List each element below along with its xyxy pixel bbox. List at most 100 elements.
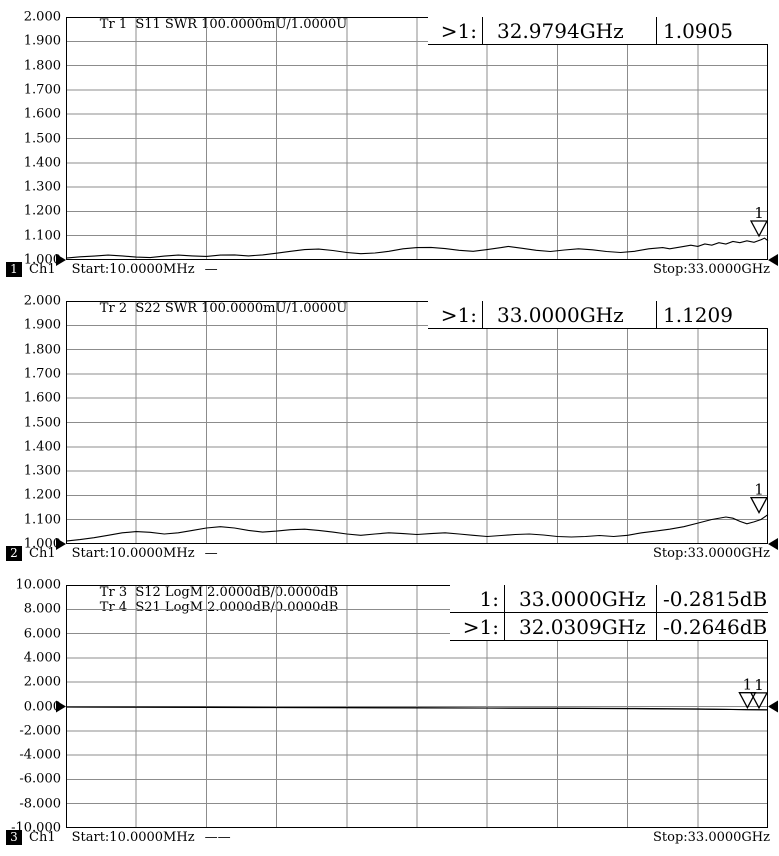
y-axis-label: 1.400 [23, 439, 61, 455]
trace-dash-indicator: — [204, 545, 218, 561]
y-axis-label: -10.000 [11, 820, 61, 836]
marker-readout-value: 1.1209 [656, 301, 768, 328]
marker-readout: 1: 33.0000GHz -0.2815dB >1: 32.0309GHz -… [450, 585, 768, 641]
trace-dash-indicator: —— [204, 829, 231, 845]
channel-number-badge[interactable]: 1 [6, 261, 22, 277]
y-axis-label: 1.300 [23, 463, 61, 479]
marker-readout-row: >1: 32.0309GHz -0.2646dB [450, 613, 768, 641]
plot-area: 1 >1: 32.9794GHz 1.0905 [56, 17, 778, 266]
trace-S21-LogM [65, 706, 769, 711]
y-axis-label: 6.000 [23, 626, 61, 642]
y-axis-label: -4.000 [19, 747, 61, 763]
y-axis-label: 2.000 [23, 293, 61, 309]
marker-number-label: 1 [743, 676, 753, 694]
marker-number-label: 1 [754, 204, 764, 222]
marker-readout-frequency: 33.0000GHz [482, 301, 656, 328]
y-axis-label: 1.100 [23, 228, 61, 244]
trace-S11-SWR [65, 237, 769, 259]
marker-symbol[interactable] [749, 692, 769, 710]
channel-number-badge[interactable]: 3 [6, 829, 22, 845]
marker-readout-row: 1: 33.0000GHz -0.2815dB [450, 585, 768, 613]
trace-title-tr3: Tr 3 S12 LogM 2.0000dB/0.0000dB [99, 585, 339, 600]
marker-readout-prefix: 1: [479, 586, 499, 611]
plot-row: 10.000 8.000 6.000 4.000 2.000 0.000 -2.000 -4.… [0, 578, 779, 836]
marker-readout-row: >1: 32.9794GHz 1.0905 [428, 17, 768, 45]
y-axis-label: -2.000 [19, 723, 61, 739]
y-axis: 2.000 1.900 1.800 1.700 1.600 1.500 1.400 1.300… [0, 10, 66, 268]
channel-number-badge[interactable]: 2 [6, 545, 22, 561]
reference-level-arrow-right [768, 538, 778, 550]
trace-header-row: Tr 1 S11 SWR 100.0000mU/1.0000U [0, 2, 779, 32]
panel-1: Tr 1 S11 SWR 100.0000mU/1.0000U 2.000 1.9… [0, 2, 779, 278]
plot-border [66, 301, 768, 544]
sweep-start-label: Start:10.0000MHz [71, 829, 195, 845]
marker-readout: >1: 32.9794GHz 1.0905 [428, 17, 768, 45]
plot-border [66, 17, 768, 260]
plot-area: 1 >1: 33.0000GHz 1.1209 [56, 301, 778, 550]
sweep-stop-label: Stop:33.0000GHz [653, 829, 770, 845]
y-axis-label: 1.500 [23, 131, 61, 146]
trace-S22-SWR [65, 514, 769, 542]
panel-2: Tr 2 S22 SWR 100.0000mU/1.0000U 2.000 1.9… [0, 286, 779, 562]
marker-readout: >1: 33.0000GHz 1.1209 [428, 301, 768, 329]
y-axis-label: 1.300 [23, 179, 61, 195]
y-axis-label: 1.000 [23, 536, 61, 552]
marker-readout-value: -0.2646dB [656, 613, 768, 640]
y-axis-label: 4.000 [23, 650, 61, 666]
y-axis-label: 1.800 [23, 342, 61, 358]
reference-level-arrow-left [56, 700, 66, 713]
y-axis-label: 1.200 [23, 487, 61, 503]
y-axis-label: 8.000 [23, 601, 61, 617]
trace-title-tr4: Tr 4 S21 LogM 2.0000dB/0.0000dB [99, 600, 339, 615]
y-axis-label: -6.000 [19, 771, 61, 787]
reference-level-arrow-left [56, 254, 66, 266]
marker-number-label: 1 [754, 676, 764, 694]
reference-level-arrow-left [56, 538, 66, 550]
y-axis-label: -8.000 [19, 796, 61, 812]
plot-row: 2.000 1.900 1.800 1.700 1.600 1.500 1.400 1.300… [0, 10, 779, 268]
trace-header-row: Tr 2 S22 SWR 100.0000mU/1.0000U [0, 286, 779, 316]
y-axis-label: 1.800 [23, 58, 61, 74]
marker-symbol[interactable] [749, 496, 769, 514]
y-axis-label: 1.600 [23, 106, 61, 122]
reference-level-arrow-right [768, 254, 778, 266]
marker-number-label: 1 [754, 481, 764, 499]
marker-readout-row: >1: 33.0000GHz 1.1209 [428, 301, 768, 329]
marker-readout-frequency: 33.0000GHz [504, 585, 656, 612]
y-axis-label: 2.000 [23, 674, 61, 690]
trace-title-tr1: Tr 1 S11 SWR 100.0000mU/1.0000U [99, 17, 348, 32]
sweep-start-label: Start:10.0000MHz [71, 261, 195, 277]
y-axis: 2.000 1.900 1.800 1.700 1.600 1.500 1.400 1.300… [0, 294, 66, 552]
channel-label: Ch1 [29, 261, 56, 277]
panel-3: Tr 3 S12 LogM 2.0000dB/0.0000dB Tr 4 S21… [0, 570, 779, 846]
grid-svg: 1 [56, 17, 778, 266]
marker-readout-frequency: 32.9794GHz [482, 17, 656, 44]
channel-status-row: 1 Ch1 Start:10.0000MHz — Stop:33.0000GHz [0, 260, 779, 278]
marker-readout-value: 1.0905 [656, 17, 768, 44]
reference-level-arrow-right [768, 700, 778, 713]
y-axis-label: 1.000 [23, 252, 61, 268]
trace-dash-indicator: — [204, 261, 218, 277]
channel-label: Ch1 [29, 545, 56, 561]
channel-status-row: 2 Ch1 Start:10.0000MHz — Stop:33.0000GHz [0, 544, 779, 562]
y-axis-label: 1.100 [23, 512, 61, 528]
y-axis-label: 0.000 [23, 699, 61, 714]
grid-svg: 1 [56, 301, 778, 550]
y-axis-label: 1.400 [23, 155, 61, 171]
sweep-stop-label: Stop:33.0000GHz [653, 261, 770, 277]
y-axis-label: 1.200 [23, 203, 61, 219]
y-axis-label: 1.900 [23, 317, 61, 333]
trace-header-row: Tr 3 S12 LogM 2.0000dB/0.0000dB Tr 4 S21… [0, 570, 779, 615]
marker-readout-frequency: 32.0309GHz [504, 613, 656, 640]
trace-title-tr2: Tr 2 S22 SWR 100.0000mU/1.0000U [99, 301, 348, 316]
y-axis-label: 2.000 [23, 9, 61, 25]
channel-status-row: 3 Ch1 Start:10.0000MHz —— Stop:33.0000GH… [0, 828, 779, 846]
y-axis: 10.000 8.000 6.000 4.000 2.000 0.000 -2.000 -4.… [0, 578, 66, 836]
sweep-start-label: Start:10.0000MHz [71, 545, 195, 561]
marker-readout-value: -0.2815dB [656, 585, 768, 612]
marker-symbol[interactable] [738, 692, 757, 710]
marker-readout-prefix: >1: [440, 302, 477, 327]
marker-symbol[interactable] [749, 220, 769, 238]
